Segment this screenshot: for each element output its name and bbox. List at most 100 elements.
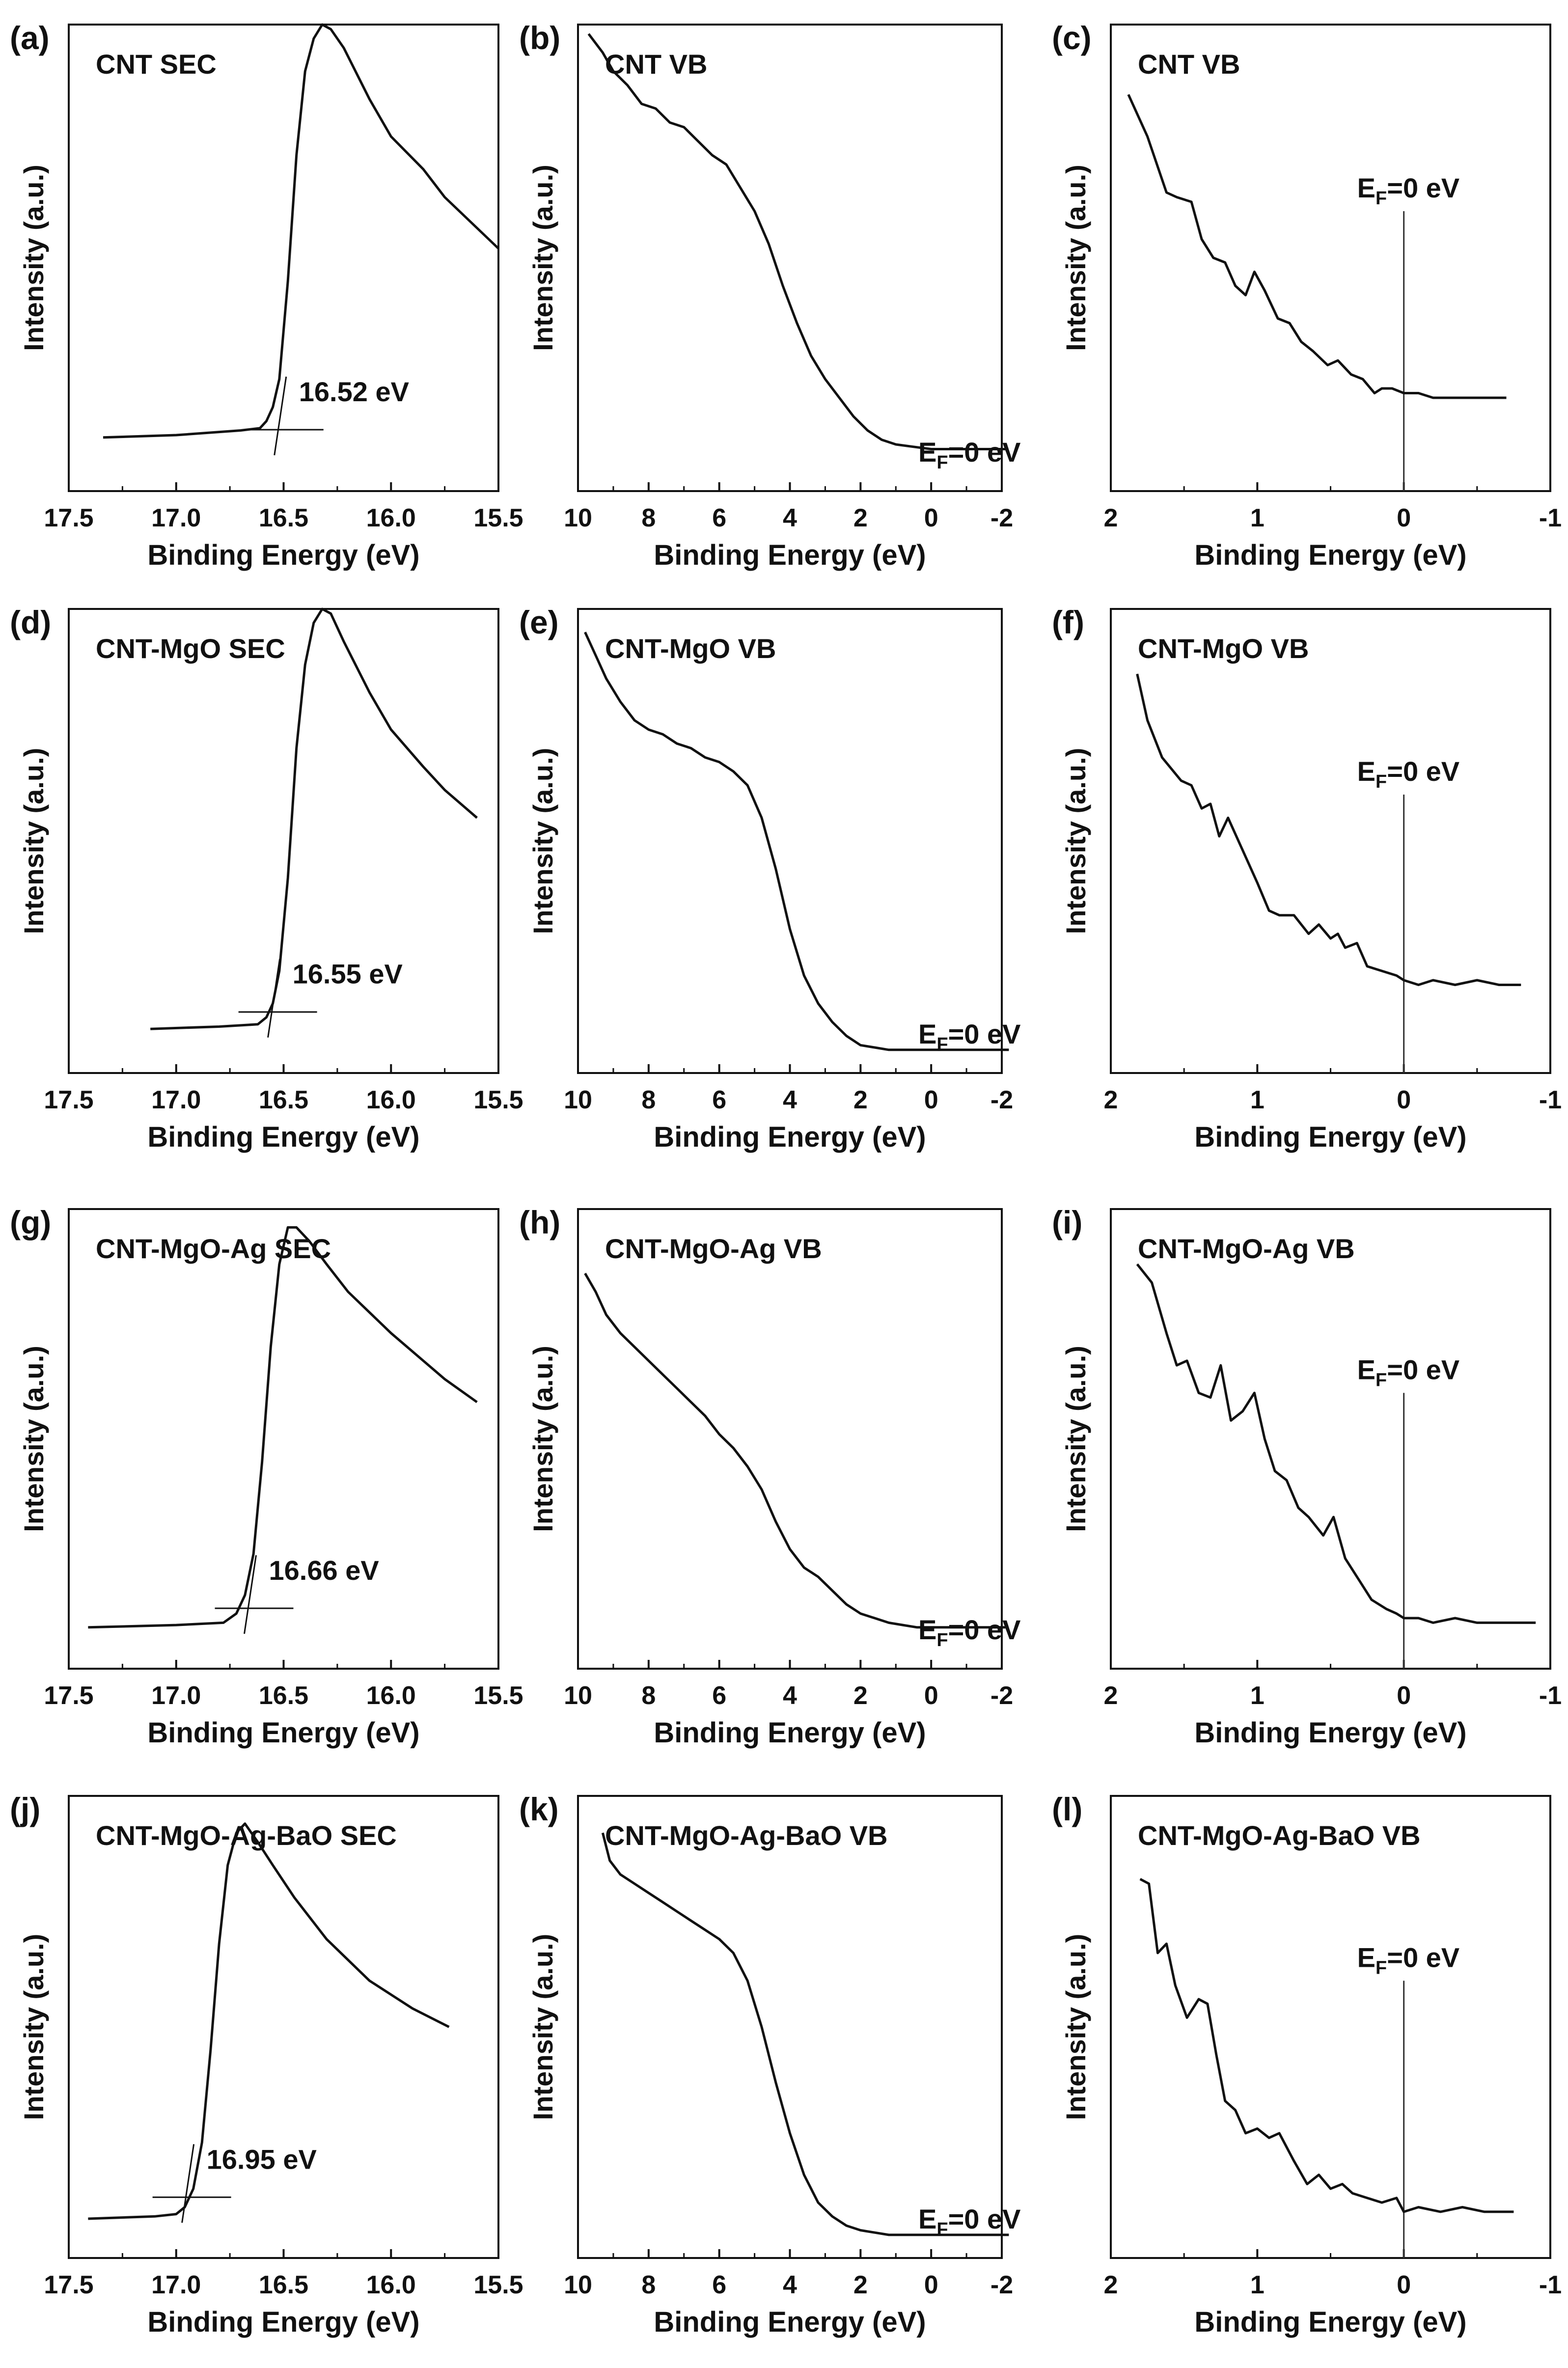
panel-title: CNT-MgO SEC (96, 633, 285, 664)
x-tick-label: 17.0 (151, 1086, 201, 1114)
panel-title: CNT-MgO-Ag-BaO VB (1138, 1820, 1421, 1851)
panel-title: CNT VB (1138, 49, 1240, 80)
x-tick-label: 17.5 (44, 2271, 93, 2299)
tangent-marker (181, 2144, 195, 2223)
x-axis-label: Binding Energy (eV) (1194, 1717, 1466, 1749)
series-line (103, 23, 499, 439)
x-tick-label: 4 (783, 1681, 797, 1710)
fermi-level-label: EF=0 eV (918, 437, 1020, 473)
plot-frame (68, 608, 499, 1074)
x-tick-label: -2 (990, 2271, 1013, 2299)
panel-g: 17.5 17.0 16.5 16.0 15.5 Binding Energy (eV) I… (10, 1204, 523, 1749)
x-tick-label: 15.5 (473, 504, 523, 532)
x-tick-label: -1 (1539, 2271, 1562, 2299)
onset-value-label: 16.95 eV (207, 2144, 317, 2175)
y-axis-label: Intensity (a.u.) (527, 1346, 558, 1532)
x-axis-label: Binding Energy (eV) (654, 1717, 926, 1749)
x-tick-label: 4 (783, 2271, 797, 2299)
x-tick-label: 4 (783, 504, 797, 532)
x-axis-label: Binding Energy (eV) (1194, 1121, 1466, 1153)
panel-label: (b) (519, 20, 560, 56)
x-tick-label: 10 (564, 1681, 592, 1710)
series-line (150, 607, 478, 1030)
panel-c: 2 1 0 -1 Binding Energy (eV) Intensity (a.u.)… (1052, 20, 1562, 571)
x-tick-label: 16.5 (259, 2271, 308, 2299)
x-axis-label: Binding Energy (eV) (1194, 539, 1466, 571)
series-line (584, 1272, 1006, 1629)
panel-e: 10 8 6 4 2 0 -2 Binding Energy (eV) Intensity (a… (519, 604, 1020, 1153)
x-tick-label: 16.0 (366, 504, 416, 532)
plot-frame (577, 1208, 1003, 1670)
panel-h: 10 8 6 4 2 0 -2 Binding Energy (eV) Intensity (a… (519, 1204, 1020, 1749)
fermi-level-label: EF=0 eV (1357, 172, 1459, 209)
series-line (1136, 1263, 1536, 1624)
x-tick-label: 10 (564, 2271, 592, 2299)
y-axis-label: Intensity (a.u.) (1060, 1346, 1091, 1532)
panel-label: (f) (1052, 604, 1084, 640)
fermi-level-label: EF=0 eV (918, 1019, 1020, 1055)
y-axis-label: Intensity (a.u.) (1060, 748, 1091, 935)
panel-title: CNT-MgO-Ag SEC (96, 1233, 331, 1264)
fermi-level-label: EF=0 eV (1357, 756, 1459, 792)
x-tick-label: 16.5 (259, 1086, 308, 1114)
fermi-level-label: EF=0 eV (1357, 1942, 1459, 1978)
x-tick-label: 2 (1104, 1086, 1118, 1114)
panel-d: 17.5 17.0 16.5 16.0 15.5 Binding Energy (eV) I… (10, 604, 523, 1153)
onset-value-label: 16.52 eV (299, 376, 409, 407)
x-tick-label: 10 (564, 504, 592, 532)
panel-l: 2 1 0 -1 Binding Energy (eV) Intensity (a.u.)… (1052, 1791, 1562, 2338)
x-tick-label: 10 (564, 1086, 592, 1114)
x-tick-label: 6 (712, 1086, 726, 1114)
x-tick-label: 17.5 (44, 1086, 93, 1114)
x-tick-label: 2 (853, 2271, 868, 2299)
panel-title: CNT-MgO-Ag VB (605, 1233, 822, 1264)
x-tick-label: 17.5 (44, 504, 93, 532)
x-tick-label: 1 (1250, 1086, 1265, 1114)
plot-frame (68, 1208, 499, 1670)
x-tick-label: 8 (641, 504, 656, 532)
x-tick-label: 8 (641, 1681, 656, 1710)
series-line (1139, 1878, 1514, 2213)
y-axis-label: Intensity (a.u.) (527, 1934, 558, 2120)
x-tick-label: 17.0 (151, 1681, 201, 1710)
tangent-marker (244, 1555, 257, 1634)
panel-a: 17.5 17.0 16.5 16.0 15.5 Binding Energy (eV) I… (10, 20, 523, 571)
series-line (587, 33, 1006, 450)
panel-label: (g) (10, 1204, 51, 1240)
y-axis-label: Intensity (a.u.) (18, 1346, 49, 1532)
x-tick-label: -2 (990, 1086, 1013, 1114)
series-line (601, 1832, 1009, 2236)
x-axis-label: Binding Energy (eV) (147, 539, 419, 571)
y-axis-label: Intensity (a.u.) (527, 748, 558, 935)
y-axis-label: Intensity (a.u.) (18, 748, 49, 935)
x-tick-label: 1 (1250, 504, 1265, 532)
panel-i: 2 1 0 -1 Binding Energy (eV) Intensity (a.u.)… (1052, 1204, 1562, 1749)
x-tick-label: 2 (853, 1681, 868, 1710)
x-tick-label: -1 (1539, 1086, 1562, 1114)
panel-title: CNT SEC (96, 49, 217, 80)
panel-title: CNT-MgO-Ag-BaO VB (605, 1820, 888, 1851)
x-tick-label: 16.0 (366, 1086, 416, 1114)
x-tick-label: 1 (1250, 2271, 1265, 2299)
series-line (584, 632, 1009, 1051)
y-axis-label: Intensity (a.u.) (1060, 165, 1091, 351)
panel-title: CNT-MgO VB (605, 633, 776, 664)
x-tick-label: 16.0 (366, 2271, 416, 2299)
panel-label: (e) (519, 604, 559, 640)
x-tick-label: 2 (1104, 2271, 1118, 2299)
plot-frame (1110, 608, 1551, 1074)
plot-frame (68, 24, 499, 492)
panel-label: (i) (1052, 1204, 1082, 1240)
x-axis-label: Binding Energy (eV) (654, 2306, 926, 2338)
panel-label: (c) (1052, 20, 1092, 56)
panel-label: (l) (1052, 1791, 1082, 1827)
tangent-marker (267, 959, 281, 1038)
x-tick-label: 16.5 (259, 1681, 308, 1710)
panel-title: CNT-MgO VB (1138, 633, 1309, 664)
x-tick-label: 2 (853, 1086, 868, 1114)
panel-label: (a) (10, 20, 50, 56)
onset-value-label: 16.55 eV (293, 959, 403, 990)
series-line (88, 1822, 450, 2220)
x-tick-label: 2 (1104, 1681, 1118, 1710)
